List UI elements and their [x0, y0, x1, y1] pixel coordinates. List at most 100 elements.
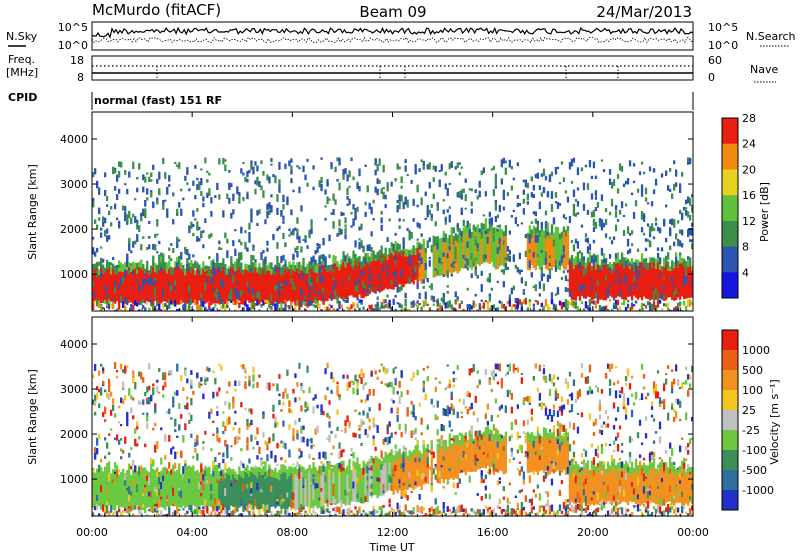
- heatmap-cell: [470, 402, 473, 410]
- heatmap-cell: [488, 273, 491, 281]
- heatmap-cell: [687, 211, 690, 214]
- heatmap-cell: [614, 279, 618, 283]
- heatmap-cell: [126, 299, 129, 305]
- heatmap-cell: [162, 259, 165, 269]
- heatmap-cell: [438, 381, 441, 384]
- heatmap-cell: [282, 420, 285, 427]
- heatmap-cell: [663, 383, 666, 392]
- heatmap-cell: [576, 390, 580, 394]
- heatmap-cell: [228, 298, 231, 302]
- heatmap-cell: [578, 469, 582, 472]
- heatmap-cell: [220, 507, 223, 514]
- heatmap-cell: [360, 513, 363, 516]
- heatmap-cell: [186, 466, 189, 478]
- heatmap-cell: [671, 270, 674, 300]
- heatmap-cell: [112, 166, 115, 175]
- heatmap-cell: [120, 478, 123, 507]
- heatmap-cell: [96, 448, 99, 455]
- heatmap-cell: [544, 491, 548, 494]
- heatmap-cell: [326, 412, 329, 418]
- heatmap-cell: [428, 285, 431, 288]
- heatmap-cell: [362, 306, 365, 310]
- heatmap-cell: [608, 513, 612, 516]
- heatmap-cell: [560, 161, 564, 165]
- heatmap-cell: [370, 489, 373, 494]
- heatmap-cell: [677, 474, 680, 503]
- heatmap-cell: [336, 308, 339, 311]
- heatmap-cell: [318, 497, 321, 501]
- heatmap-cell: [358, 277, 361, 283]
- heatmap-cell: [308, 453, 311, 459]
- heatmap-cell: [538, 392, 541, 401]
- heatmap-cell: [100, 227, 103, 231]
- heatmap-cell: [626, 178, 630, 185]
- heatmap-cell: [146, 247, 149, 251]
- heatmap-cell: [456, 162, 459, 168]
- heatmap-cell: [588, 307, 592, 311]
- heatmap-cell: [392, 271, 395, 276]
- heatmap-cell: [614, 502, 618, 506]
- heatmap-cell: [600, 430, 604, 435]
- heatmap-cell: [480, 230, 483, 264]
- heatmap-cell: [104, 511, 107, 516]
- heatmap-cell: [542, 283, 546, 292]
- heatmap-cell: [258, 181, 261, 187]
- heatmap-cell: [618, 469, 622, 505]
- heatmap-cell: [138, 309, 141, 311]
- heatmap-cell: [306, 513, 309, 516]
- heatmap-cell: [144, 200, 147, 207]
- heatmap-cell: [564, 275, 568, 281]
- heatmap-cell: [532, 194, 535, 199]
- heatmap-cell: [332, 445, 335, 450]
- heatmap-cell: [556, 420, 560, 427]
- heatmap-cell: [498, 228, 501, 239]
- heatmap-cell: [570, 180, 574, 184]
- heatmap-cell: [454, 509, 457, 516]
- heatmap-cell: [370, 455, 373, 462]
- heatmap-cell: [166, 213, 169, 218]
- heatmap-cell: [306, 245, 309, 249]
- heatmap-cell: [582, 284, 586, 289]
- heatmap-cell: [679, 240, 682, 247]
- heatmap-cell: [516, 507, 519, 510]
- heatmap-cell: [172, 267, 175, 275]
- heatmap-cell: [144, 467, 147, 474]
- heatmap-cell: [618, 390, 622, 394]
- heatmap-cell: [286, 199, 289, 206]
- heatmap-cell: [162, 372, 165, 381]
- heatmap-cell: [554, 260, 558, 265]
- heatmap-cell: [222, 157, 225, 165]
- heatmap-cell: [360, 497, 363, 504]
- heatmap-cell: [396, 509, 399, 513]
- heatmap-cell: [180, 208, 183, 216]
- heatmap-cell: [184, 470, 187, 478]
- heatmap-cell: [518, 444, 521, 451]
- heatmap-cell: [96, 476, 99, 510]
- heatmap-cell: [520, 467, 523, 471]
- heatmap-cell: [614, 253, 618, 259]
- heatmap-cell: [512, 254, 515, 260]
- heatmap-cell: [594, 384, 598, 388]
- heatmap-cell: [494, 363, 497, 370]
- heatmap-cell: [284, 509, 287, 515]
- power-colorbar-swatch: [722, 118, 738, 145]
- heatmap-cell: [126, 265, 129, 271]
- heatmap-cell: [142, 174, 145, 181]
- heatmap-cell: [274, 284, 277, 292]
- heatmap-cell: [286, 393, 289, 399]
- heatmap-cell: [482, 302, 485, 309]
- heatmap-cell: [440, 164, 443, 172]
- heatmap-cell: [128, 210, 131, 219]
- heatmap-cell: [638, 262, 642, 269]
- heatmap-cell: [478, 379, 481, 385]
- heatmap-cell: [604, 218, 608, 225]
- heatmap-cell: [691, 239, 693, 243]
- heatmap-cell: [448, 163, 451, 170]
- heatmap-cell: [434, 268, 437, 271]
- heatmap-cell: [452, 408, 455, 415]
- heatmap-cell: [252, 383, 255, 389]
- heatmap-cell: [222, 258, 225, 267]
- heatmap-cell: [114, 471, 117, 474]
- heatmap-cell: [368, 425, 371, 431]
- heatmap-cell: [364, 309, 367, 311]
